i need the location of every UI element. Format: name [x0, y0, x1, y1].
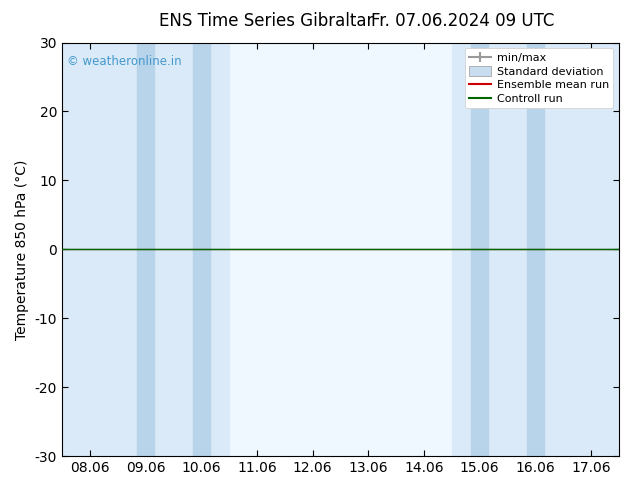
Bar [452, 43, 619, 456]
Bar [527, 43, 544, 456]
Y-axis label: Temperature 850 hPa (°C): Temperature 850 hPa (°C) [15, 159, 29, 340]
Text: Fr. 07.06.2024 09 UTC: Fr. 07.06.2024 09 UTC [371, 12, 555, 30]
Bar [141, 43, 150, 456]
Legend: min/max, Standard deviation, Ensemble mean run, Controll run: min/max, Standard deviation, Ensemble me… [465, 48, 614, 108]
Bar [471, 43, 488, 456]
Bar [531, 43, 540, 456]
Text: ENS Time Series Gibraltar: ENS Time Series Gibraltar [159, 12, 373, 30]
Bar [193, 43, 210, 456]
Bar [197, 43, 205, 456]
Text: © weatheronline.in: © weatheronline.in [67, 55, 182, 68]
Bar [137, 43, 154, 456]
Bar [476, 43, 484, 456]
Bar [229, 43, 452, 456]
Bar [62, 43, 229, 456]
